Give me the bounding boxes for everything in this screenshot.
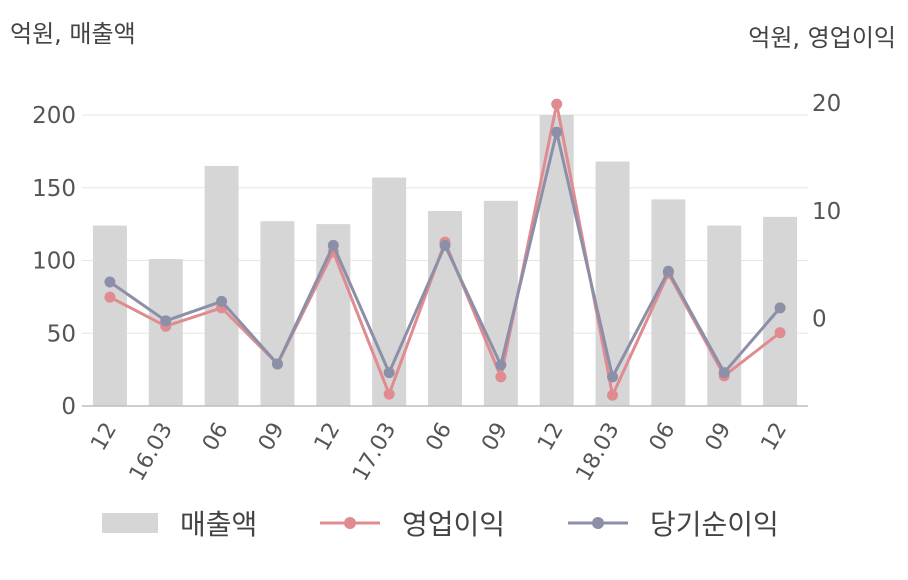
legend-label-op-income: 영업이익 — [402, 508, 506, 541]
x-tick-label: 06 — [198, 419, 234, 456]
op-income-point — [495, 371, 507, 383]
legend: 매출액 영업이익 당기순이익 — [0, 500, 908, 546]
legend-label-net-income: 당기순이익 — [650, 508, 779, 541]
revenue-bar — [148, 259, 183, 406]
net-income-point — [327, 239, 339, 251]
net-income-point — [495, 359, 507, 371]
net-income-point — [383, 367, 395, 379]
legend-label-revenue: 매출액 — [180, 508, 258, 541]
net-income-point — [551, 126, 563, 138]
legend-item-op-income: 영업이익 — [320, 500, 505, 546]
x-tick-label: 16.03 — [125, 419, 178, 486]
right-axis-unit: 억원, 영업이익 — [748, 24, 896, 52]
x-tick-label: 12 — [86, 419, 122, 456]
net-income-point — [774, 302, 786, 314]
net-income-point — [439, 239, 451, 251]
net-income-point — [662, 265, 674, 277]
revenue-bar — [651, 199, 686, 406]
x-tick-label: 12 — [533, 419, 569, 456]
income-lines — [104, 98, 786, 401]
left-tick-label: 200 — [32, 103, 76, 129]
legend-swatch-net-income — [568, 517, 628, 529]
x-tick-label: 09 — [254, 419, 290, 456]
op-income-point — [551, 98, 563, 110]
net-income-point — [160, 315, 172, 327]
net-income-point — [216, 295, 228, 307]
net-income-point — [718, 367, 730, 379]
x-tick-label: 18.03 — [572, 419, 625, 486]
legend-item-net-income: 당기순이익 — [568, 500, 779, 546]
x-tick-label: 09 — [701, 419, 737, 456]
revenue-bar — [260, 221, 295, 406]
net-income-point — [271, 358, 283, 370]
op-income-point — [607, 389, 619, 401]
left-tick-label: 150 — [32, 176, 76, 202]
x-tick-label: 12 — [310, 419, 346, 456]
x-tick-label: 06 — [421, 419, 457, 456]
right-tick-label: 10 — [812, 199, 841, 225]
op-income-point — [104, 291, 116, 303]
net-income-point — [104, 276, 116, 288]
left-tick-label: 0 — [61, 394, 76, 420]
left-axis-unit: 억원, 매출액 — [10, 20, 136, 48]
x-tick-label: 12 — [757, 419, 793, 456]
net-income-point — [607, 371, 619, 383]
x-tick-label: 06 — [645, 419, 681, 456]
right-tick-label: 0 — [812, 307, 827, 333]
x-tick-label: 17.03 — [348, 419, 401, 486]
legend-swatch-revenue — [102, 513, 158, 533]
right-tick-label: 20 — [812, 91, 841, 117]
legend-swatch-op-income — [320, 517, 380, 529]
legend-item-revenue: 매출액 — [102, 500, 257, 546]
revenue-bars — [92, 115, 798, 406]
op-income-point — [383, 388, 395, 400]
op-income-point — [774, 327, 786, 339]
left-tick-label: 100 — [32, 249, 76, 275]
x-tick-label: 09 — [477, 419, 513, 456]
revenue-bar — [92, 225, 127, 406]
revenue-bar — [204, 165, 239, 406]
left-tick-label: 50 — [47, 321, 76, 347]
revenue-bar — [595, 161, 630, 406]
